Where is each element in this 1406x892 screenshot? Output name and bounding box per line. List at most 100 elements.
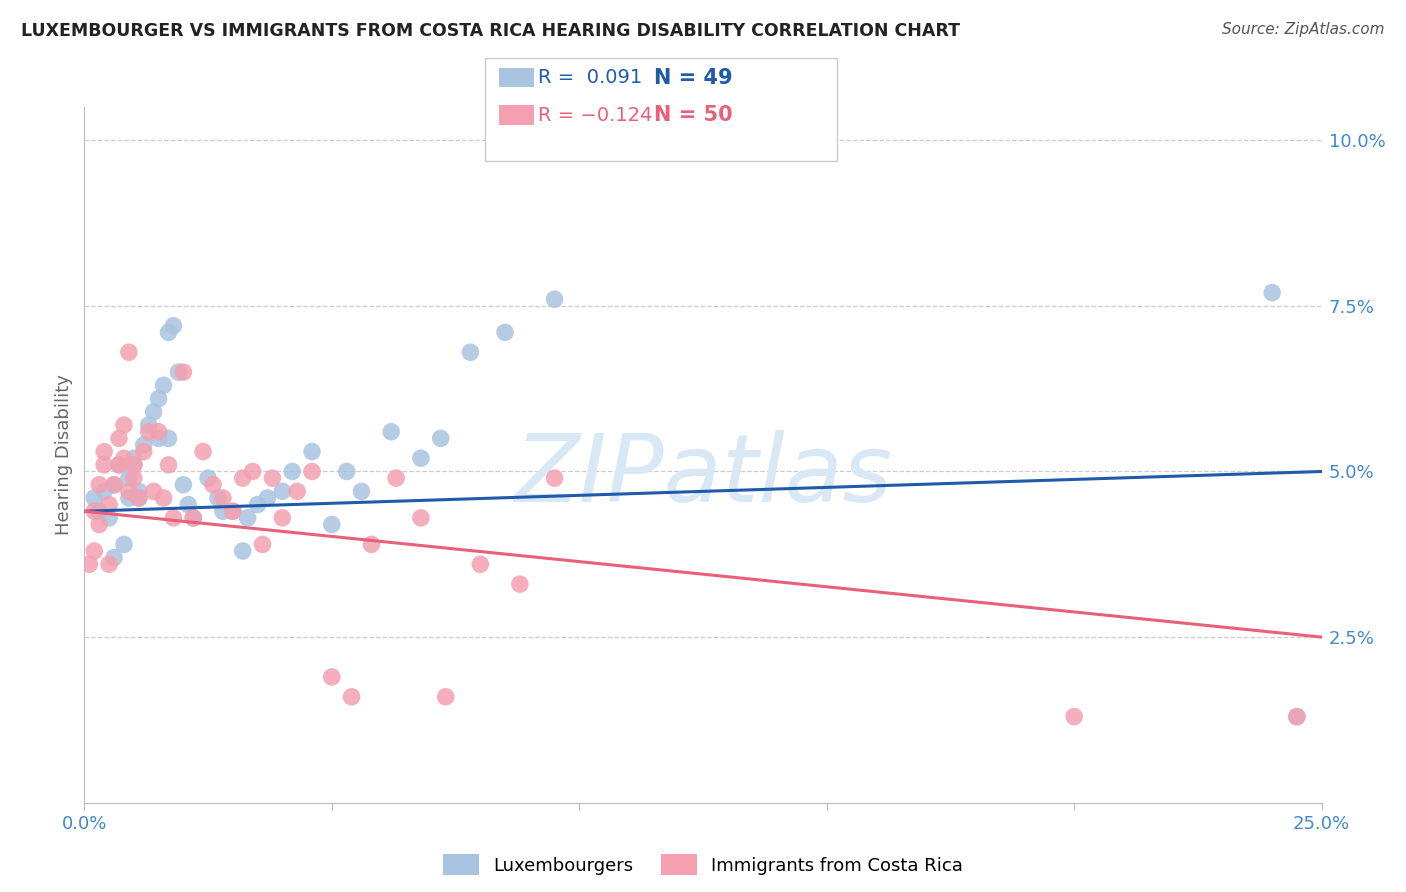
Point	[207, 491, 229, 505]
Point	[336, 465, 359, 479]
Point	[509, 577, 531, 591]
Point	[138, 425, 160, 439]
Text: N = 49: N = 49	[654, 68, 733, 87]
Point	[236, 511, 259, 525]
Point	[212, 504, 235, 518]
Point	[271, 511, 294, 525]
Point	[103, 477, 125, 491]
Point	[409, 451, 432, 466]
Point	[1261, 285, 1284, 300]
Point	[148, 425, 170, 439]
Point	[177, 498, 200, 512]
Point	[112, 418, 135, 433]
Point	[112, 451, 135, 466]
Point	[118, 345, 141, 359]
Point	[246, 498, 269, 512]
Point	[212, 491, 235, 505]
Point	[89, 504, 111, 518]
Point	[103, 477, 125, 491]
Point	[157, 431, 180, 445]
Point	[470, 558, 492, 572]
Point	[321, 670, 343, 684]
Point	[122, 451, 145, 466]
Point	[132, 438, 155, 452]
Point	[429, 431, 451, 445]
Point	[98, 498, 121, 512]
Point	[301, 444, 323, 458]
Point	[152, 491, 174, 505]
Point	[301, 465, 323, 479]
Point	[118, 484, 141, 499]
Point	[460, 345, 482, 359]
Text: N = 50: N = 50	[654, 105, 733, 125]
Point	[132, 444, 155, 458]
Point	[142, 405, 165, 419]
Point	[285, 484, 308, 499]
Point	[494, 326, 516, 340]
Point	[380, 425, 402, 439]
Point	[93, 444, 115, 458]
Point	[138, 418, 160, 433]
Text: R = −0.124: R = −0.124	[538, 105, 652, 125]
Point	[181, 511, 204, 525]
Point	[1285, 709, 1308, 723]
Point	[79, 558, 101, 572]
Point	[252, 537, 274, 551]
Point	[543, 471, 565, 485]
Point	[350, 484, 373, 499]
Point	[83, 544, 105, 558]
Point	[281, 465, 304, 479]
Text: Source: ZipAtlas.com: Source: ZipAtlas.com	[1222, 22, 1385, 37]
Point	[122, 458, 145, 472]
Point	[118, 471, 141, 485]
Point	[112, 537, 135, 551]
Point	[83, 504, 105, 518]
Point	[157, 326, 180, 340]
Point	[89, 477, 111, 491]
Point	[232, 544, 254, 558]
Point	[89, 517, 111, 532]
Point	[232, 471, 254, 485]
Point	[434, 690, 457, 704]
Point	[122, 458, 145, 472]
Point	[122, 471, 145, 485]
Y-axis label: Hearing Disability: Hearing Disability	[55, 375, 73, 535]
Text: R =  0.091: R = 0.091	[538, 68, 643, 87]
Point	[172, 365, 194, 379]
Point	[167, 365, 190, 379]
Point	[148, 392, 170, 406]
Point	[83, 491, 105, 505]
Text: LUXEMBOURGER VS IMMIGRANTS FROM COSTA RICA HEARING DISABILITY CORRELATION CHART: LUXEMBOURGER VS IMMIGRANTS FROM COSTA RI…	[21, 22, 960, 40]
Point	[262, 471, 284, 485]
Point	[202, 477, 225, 491]
Point	[321, 517, 343, 532]
Point	[103, 550, 125, 565]
Point	[271, 484, 294, 499]
Point	[157, 458, 180, 472]
Point	[128, 491, 150, 505]
Point	[98, 558, 121, 572]
Point	[108, 431, 131, 445]
Point	[93, 484, 115, 499]
Point	[108, 458, 131, 472]
Point	[222, 504, 245, 518]
Point	[256, 491, 278, 505]
Point	[162, 511, 184, 525]
Point	[162, 318, 184, 333]
Legend: Luxembourgers, Immigrants from Costa Rica: Luxembourgers, Immigrants from Costa Ric…	[434, 846, 972, 884]
Point	[409, 511, 432, 525]
Point	[172, 477, 194, 491]
Point	[128, 491, 150, 505]
Text: ZIPatlas: ZIPatlas	[515, 430, 891, 521]
Point	[152, 378, 174, 392]
Point	[108, 458, 131, 472]
Point	[1285, 709, 1308, 723]
Point	[543, 292, 565, 306]
Point	[340, 690, 363, 704]
Point	[142, 484, 165, 499]
Point	[98, 511, 121, 525]
Point	[93, 458, 115, 472]
Point	[242, 465, 264, 479]
Point	[118, 491, 141, 505]
Point	[1063, 709, 1085, 723]
